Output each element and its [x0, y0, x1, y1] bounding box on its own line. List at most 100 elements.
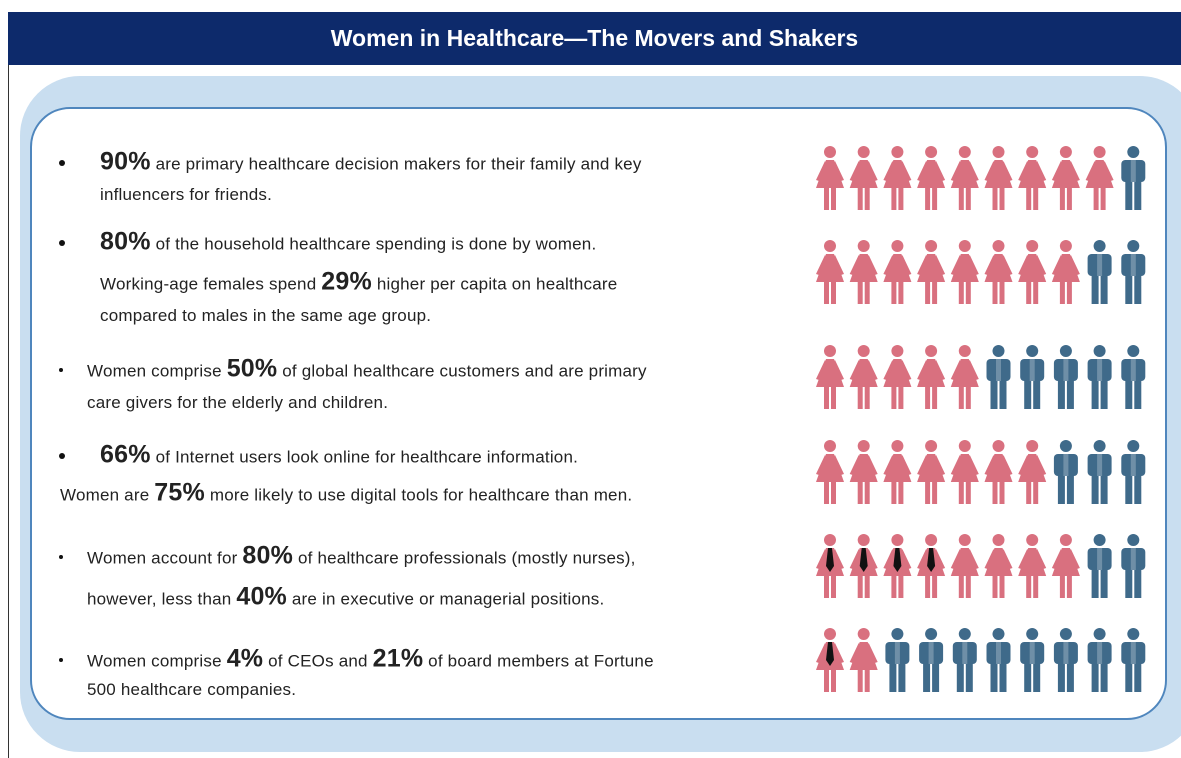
- leg: [1125, 176, 1133, 210]
- head: [925, 534, 938, 546]
- leg: [923, 658, 931, 692]
- bullet: [59, 240, 65, 246]
- head: [1127, 240, 1140, 252]
- male-icon: [1020, 345, 1045, 409]
- leg: [1059, 280, 1065, 304]
- leg: [1100, 186, 1106, 210]
- leg: [1134, 564, 1142, 598]
- gap: [1063, 359, 1069, 381]
- leg: [857, 280, 863, 304]
- head: [857, 534, 870, 546]
- head: [958, 440, 971, 452]
- leg: [891, 385, 897, 409]
- text: are in executive or managerial positions…: [286, 589, 605, 609]
- head: [1059, 628, 1072, 640]
- leg: [831, 668, 836, 692]
- leg: [1100, 375, 1108, 409]
- arms: [849, 549, 878, 569]
- leg: [857, 574, 863, 598]
- dress: [1018, 548, 1047, 576]
- bullet: [59, 368, 63, 372]
- arms: [917, 255, 946, 275]
- female-icon: [816, 628, 844, 692]
- head: [1127, 628, 1140, 640]
- text: of CEOs and: [263, 651, 373, 671]
- header-bar: Women in Healthcare—The Movers and Shake…: [8, 12, 1181, 65]
- dress: [849, 359, 878, 387]
- leg: [857, 480, 863, 504]
- female-icon: [883, 146, 912, 210]
- head: [958, 628, 971, 640]
- female-icon: [950, 240, 979, 304]
- dress: [816, 454, 844, 482]
- head: [891, 534, 904, 546]
- head: [958, 345, 971, 357]
- tie: [826, 642, 834, 666]
- male-icon: [1020, 628, 1045, 692]
- leg: [1093, 186, 1099, 210]
- female-icon: [984, 534, 1013, 598]
- arms: [917, 455, 946, 475]
- arms: [816, 643, 844, 663]
- dress: [849, 454, 878, 482]
- male-icon: [1087, 534, 1112, 598]
- head: [1026, 628, 1039, 640]
- leg: [1134, 176, 1142, 210]
- leg: [925, 480, 931, 504]
- leg: [831, 385, 836, 409]
- leg: [999, 574, 1005, 598]
- head: [992, 345, 1005, 357]
- male-icon: [1053, 628, 1078, 692]
- leg: [891, 480, 897, 504]
- leg: [1091, 270, 1099, 304]
- male-icon: [919, 628, 944, 692]
- gap: [1130, 548, 1136, 570]
- leg: [1100, 564, 1108, 598]
- text-line: Women are 75% more likely to use digital…: [60, 478, 632, 511]
- dress: [849, 254, 878, 282]
- arms: [950, 455, 979, 475]
- tie: [927, 548, 936, 572]
- leg: [999, 658, 1007, 692]
- female-icon: [1051, 534, 1080, 598]
- leg: [1091, 658, 1099, 692]
- leg: [1026, 480, 1032, 504]
- gap: [1130, 160, 1136, 182]
- stat: 50%: [226, 354, 278, 383]
- head: [891, 440, 904, 452]
- gap: [1097, 254, 1103, 276]
- text-line: 80% of the household healthcare spending…: [100, 227, 596, 260]
- arms: [950, 360, 979, 380]
- dress: [883, 160, 912, 188]
- stat: 90%: [100, 147, 151, 176]
- male-icon: [952, 628, 977, 692]
- dress: [950, 254, 979, 282]
- male-icon: [1121, 240, 1146, 304]
- arms: [1018, 455, 1047, 475]
- head: [958, 534, 971, 546]
- gap: [894, 642, 900, 664]
- male-icon: [1087, 628, 1112, 692]
- head: [1059, 240, 1072, 252]
- female-icon: [950, 440, 979, 504]
- male-icon: [1121, 345, 1146, 409]
- stat: 80%: [100, 227, 151, 256]
- leg: [1024, 375, 1032, 409]
- leg: [990, 658, 998, 692]
- tie: [893, 548, 902, 572]
- arms: [883, 549, 912, 569]
- gap: [1097, 454, 1103, 476]
- arms: [883, 360, 912, 380]
- leg: [864, 668, 870, 692]
- head: [1093, 534, 1106, 546]
- text: Women comprise: [87, 361, 227, 381]
- text-line: Women comprise 50% of global healthcare …: [87, 354, 647, 387]
- head: [824, 628, 836, 640]
- stat: 75%: [154, 478, 205, 507]
- leg: [1134, 470, 1142, 504]
- leg: [824, 574, 829, 598]
- leg: [999, 186, 1005, 210]
- text: however, less than: [87, 589, 237, 609]
- female-icon: [849, 345, 878, 409]
- leg: [1125, 564, 1133, 598]
